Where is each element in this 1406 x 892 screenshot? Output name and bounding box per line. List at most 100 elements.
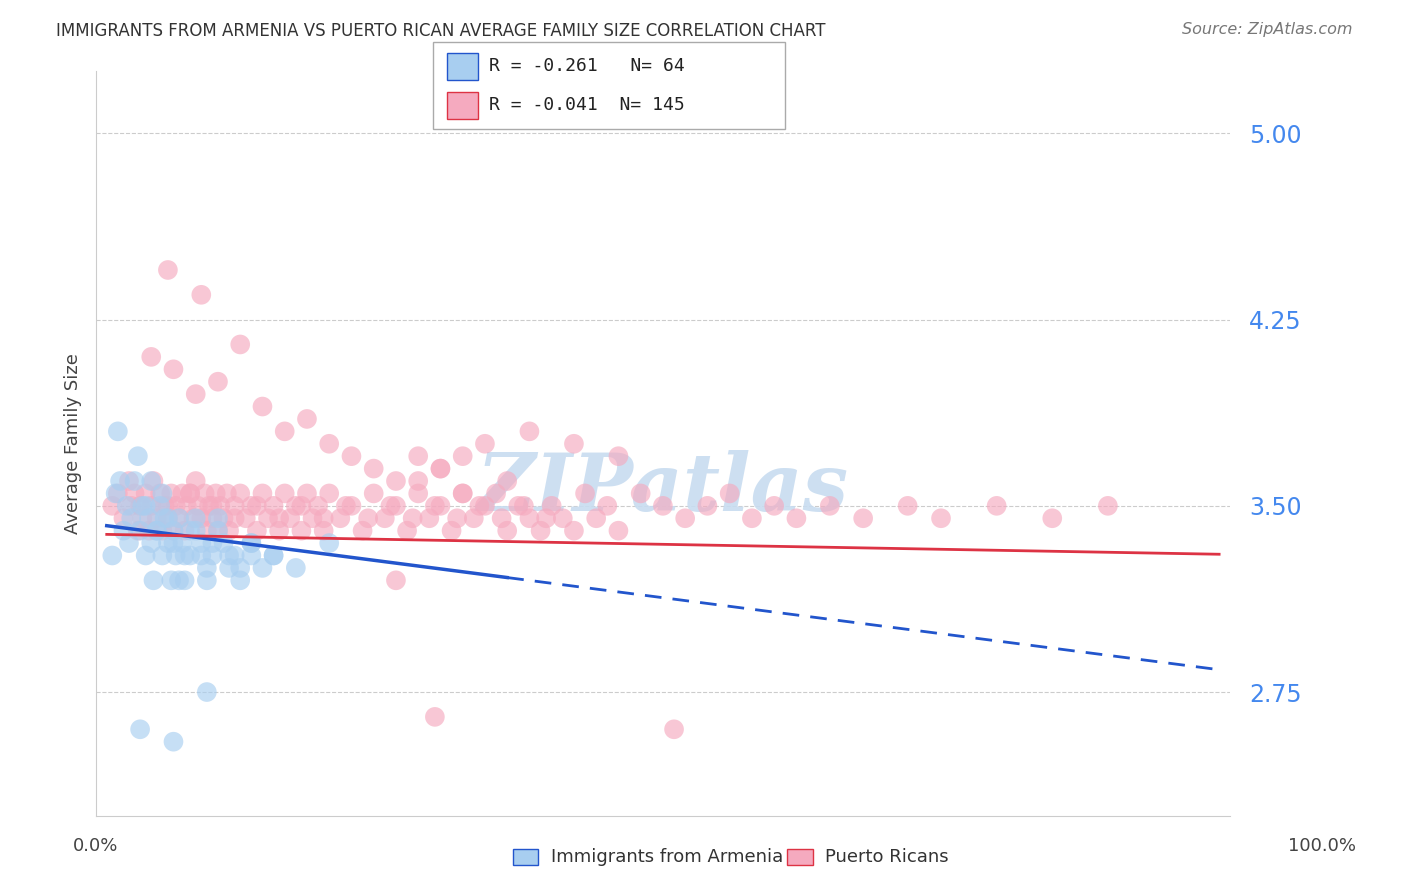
Puerto Ricans (207, 524, 229, 538)
Immigrants from Armenia (224, 549, 246, 563)
Puerto Ricans (274, 425, 297, 439)
Immigrants from Armenia (229, 561, 252, 575)
Puerto Ricans (429, 499, 451, 513)
Puerto Ricans (929, 511, 952, 525)
Puerto Ricans (183, 511, 205, 525)
Puerto Ricans (246, 524, 269, 538)
Puerto Ricans (107, 486, 129, 500)
Immigrants from Armenia (162, 735, 184, 749)
Immigrants from Armenia (195, 685, 218, 699)
Puerto Ricans (423, 499, 446, 513)
Puerto Ricans (662, 723, 685, 737)
Immigrants from Armenia (150, 486, 173, 500)
Immigrants from Armenia (135, 549, 157, 563)
Immigrants from Armenia (141, 474, 163, 488)
Puerto Ricans (474, 499, 496, 513)
Puerto Ricans (194, 486, 217, 500)
Immigrants from Armenia (252, 561, 274, 575)
Puerto Ricans (491, 511, 513, 525)
Puerto Ricans (257, 511, 280, 525)
Puerto Ricans (190, 287, 212, 301)
Puerto Ricans (101, 499, 124, 513)
Immigrants from Armenia (195, 561, 218, 575)
Immigrants from Armenia (118, 536, 141, 550)
Puerto Ricans (352, 524, 374, 538)
Puerto Ricans (318, 486, 340, 500)
Puerto Ricans (278, 511, 301, 525)
Immigrants from Armenia (142, 574, 165, 588)
Puerto Ricans (318, 437, 340, 451)
Immigrants from Armenia (165, 549, 187, 563)
Puerto Ricans (195, 524, 218, 538)
Puerto Ricans (496, 524, 519, 538)
Puerto Ricans (519, 511, 541, 525)
Puerto Ricans (596, 499, 619, 513)
Immigrants from Armenia (179, 524, 201, 538)
Puerto Ricans (335, 499, 357, 513)
Puerto Ricans (141, 499, 163, 513)
Puerto Ricans (235, 511, 257, 525)
Puerto Ricans (142, 474, 165, 488)
Puerto Ricans (340, 499, 363, 513)
Puerto Ricans (474, 437, 496, 451)
Puerto Ricans (1097, 499, 1119, 513)
Puerto Ricans (423, 710, 446, 724)
Immigrants from Armenia (240, 536, 263, 550)
Immigrants from Armenia (195, 574, 218, 588)
Puerto Ricans (240, 499, 263, 513)
Puerto Ricans (135, 486, 157, 500)
Text: R = -0.261   N= 64: R = -0.261 N= 64 (489, 56, 685, 75)
Puerto Ricans (529, 524, 551, 538)
Puerto Ricans (201, 511, 224, 525)
Puerto Ricans (385, 474, 408, 488)
Puerto Ricans (340, 449, 363, 463)
Puerto Ricans (138, 524, 160, 538)
Puerto Ricans (156, 499, 179, 513)
Puerto Ricans (652, 499, 675, 513)
Puerto Ricans (551, 511, 574, 525)
Immigrants from Armenia (160, 574, 183, 588)
Puerto Ricans (718, 486, 741, 500)
Immigrants from Armenia (240, 549, 263, 563)
Puerto Ricans (184, 387, 207, 401)
Immigrants from Armenia (115, 499, 138, 513)
Text: 0.0%: 0.0% (73, 837, 118, 855)
Puerto Ricans (201, 499, 224, 513)
Puerto Ricans (406, 474, 429, 488)
Text: R = -0.041  N= 145: R = -0.041 N= 145 (489, 95, 685, 114)
Immigrants from Armenia (153, 511, 176, 525)
Puerto Ricans (562, 524, 585, 538)
Puerto Ricans (418, 511, 440, 525)
Immigrants from Armenia (141, 536, 163, 550)
Puerto Ricans (112, 511, 135, 525)
Puerto Ricans (190, 511, 212, 525)
Immigrants from Armenia (167, 511, 190, 525)
Puerto Ricans (312, 511, 335, 525)
Immigrants from Armenia (135, 499, 157, 513)
Puerto Ricans (329, 511, 352, 525)
Puerto Ricans (429, 461, 451, 475)
Puerto Ricans (172, 486, 194, 500)
Puerto Ricans (252, 486, 274, 500)
Puerto Ricans (519, 425, 541, 439)
Puerto Ricans (446, 511, 468, 525)
Immigrants from Armenia (173, 574, 195, 588)
Puerto Ricans (274, 486, 297, 500)
Puerto Ricans (204, 486, 226, 500)
Puerto Ricans (290, 499, 312, 513)
Puerto Ricans (184, 474, 207, 488)
Immigrants from Armenia (156, 536, 179, 550)
Puerto Ricans (252, 400, 274, 414)
Puerto Ricans (785, 511, 807, 525)
Puerto Ricans (513, 499, 536, 513)
Puerto Ricans (380, 499, 402, 513)
Immigrants from Armenia (131, 499, 153, 513)
Puerto Ricans (696, 499, 718, 513)
Immigrants from Armenia (162, 524, 184, 538)
Immigrants from Armenia (201, 549, 224, 563)
Puerto Ricans (534, 511, 557, 525)
Puerto Ricans (363, 461, 385, 475)
Puerto Ricans (295, 486, 318, 500)
Immigrants from Armenia (112, 524, 135, 538)
Puerto Ricans (212, 511, 235, 525)
